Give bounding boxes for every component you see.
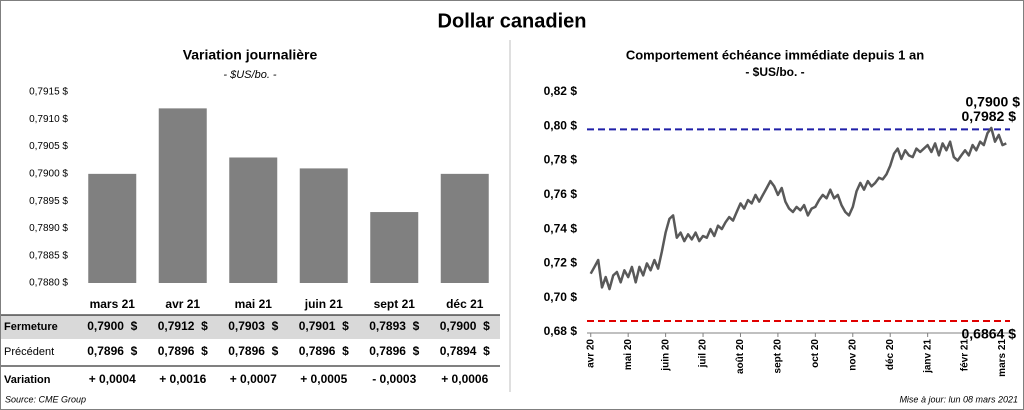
table-cell: 0,7896 $ (228, 344, 278, 358)
x-tick-label: sept 20 (773, 339, 784, 374)
row-label: Précédent (4, 346, 54, 358)
table-cell: 0,7900 $ (87, 319, 137, 333)
x-tick-label: août 20 (735, 339, 746, 374)
chart-title: Comportement échéance immédiate depuis 1… (626, 47, 924, 62)
x-tick-label: juil 20 (698, 339, 709, 369)
page-title: Dollar canadien (438, 10, 587, 32)
y-tick-label: 0,7895 $ (29, 196, 68, 207)
x-tick-label: mars 21 (90, 297, 136, 311)
table-cell: 0,7903 $ (228, 319, 278, 333)
x-tick-label: avr 21 (165, 297, 200, 311)
y-tick-label: 0,76 $ (544, 187, 578, 201)
x-tick-label: déc 20 (885, 339, 896, 371)
y-tick-label: 0,7910 $ (29, 114, 68, 125)
chart-subtitle: - $US/bo. - (223, 69, 277, 81)
row-label: Variation (4, 374, 51, 386)
y-tick-label: 0,7890 $ (29, 223, 68, 234)
y-tick-label: 0,7905 $ (29, 141, 68, 152)
y-tick-label: 0,68 $ (544, 324, 578, 338)
x-tick-label: sept 21 (374, 297, 416, 311)
bar (440, 173, 489, 283)
table-cell: + 0,0004 (89, 372, 136, 386)
x-tick-label: avr 20 (585, 339, 596, 368)
x-tick-label: févr 21 (960, 339, 971, 372)
table-cell: 0,7912 $ (158, 319, 208, 333)
table-cell: 0,7894 $ (440, 344, 490, 358)
y-tick-label: 0,7885 $ (29, 250, 68, 261)
table-cell: 0,7896 $ (158, 344, 208, 358)
y-tick-label: 0,7880 $ (29, 278, 68, 289)
x-tick-label: juin 21 (304, 297, 343, 311)
updated: Mise à jour: lun 08 mars 2021 (899, 394, 1018, 404)
y-tick-label: 0,7915 $ (29, 87, 68, 98)
reference-label: 0,7982 $ (962, 108, 1017, 124)
x-tick-label: nov 20 (847, 339, 858, 371)
table-cell: - 0,0003 (372, 372, 416, 386)
bar (88, 173, 137, 283)
table-cell: 0,7896 $ (369, 344, 419, 358)
bar (370, 212, 419, 283)
y-tick-label: 0,82 $ (544, 84, 578, 98)
table-cell: 0,7896 $ (87, 344, 137, 358)
source: Source: CME Group (5, 394, 86, 404)
table-cell: 0,7893 $ (369, 319, 419, 333)
x-tick-label: déc 21 (446, 297, 484, 311)
x-tick-label: mai 20 (623, 339, 634, 371)
table-cell: + 0,0005 (300, 372, 347, 386)
row-band (1, 315, 500, 339)
bar (299, 168, 348, 283)
x-tick-label: oct 20 (810, 339, 821, 368)
y-tick-label: 0,72 $ (544, 256, 578, 270)
row-label: Fermeture (4, 321, 58, 333)
x-tick-label: janv 21 (922, 339, 933, 374)
x-tick-label: mars 21 (997, 339, 1008, 377)
x-tick-label: mai 21 (235, 297, 273, 311)
price-line (589, 126, 1007, 291)
y-tick-label: 0,7900 $ (29, 168, 68, 179)
table-cell: 0,7896 $ (299, 344, 349, 358)
table-cell: 0,7900 $ (440, 319, 490, 333)
bar (158, 108, 207, 283)
chart-subtitle: - $US/bo. - (745, 65, 804, 79)
x-tick-label: juin 20 (660, 339, 671, 372)
chart-title: Variation journalière (183, 47, 318, 63)
y-tick-label: 0,70 $ (544, 290, 578, 304)
y-tick-label: 0,74 $ (544, 221, 578, 235)
reference-label: 0,6864 $ (962, 326, 1017, 342)
table-cell: 0,7901 $ (299, 319, 349, 333)
y-tick-label: 0,78 $ (544, 153, 578, 167)
bar (229, 157, 278, 283)
table-cell: + 0,0006 (441, 372, 488, 386)
y-tick-label: 0,80 $ (544, 118, 578, 132)
table-cell: + 0,0007 (230, 372, 277, 386)
last-value-label: 0,7900 $ (966, 94, 1021, 110)
table-cell: + 0,0016 (159, 372, 206, 386)
